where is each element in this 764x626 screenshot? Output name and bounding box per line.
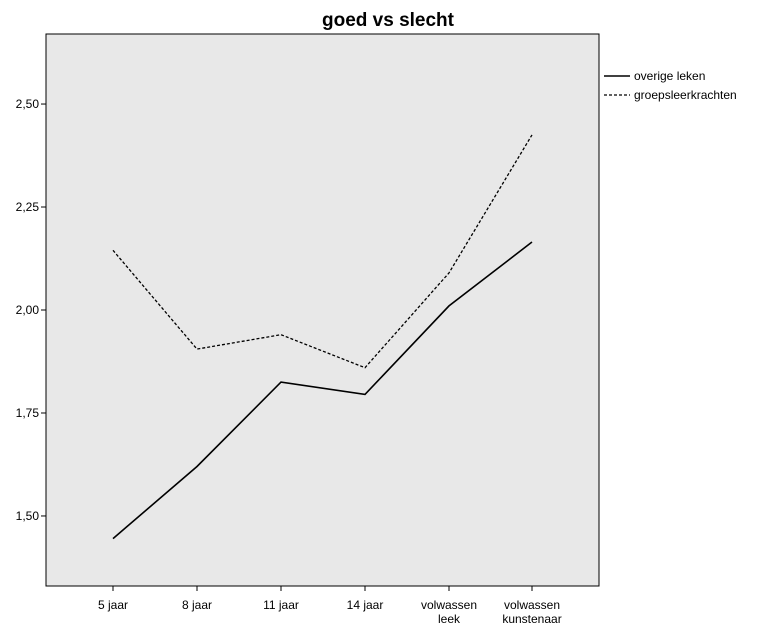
plot-area — [45, 33, 600, 587]
y-tick-label: 2,00 — [16, 303, 40, 317]
y-tick-label: 1,50 — [16, 509, 40, 523]
x-tick-label: volwassen — [421, 598, 477, 612]
y-tick-label: 2,25 — [16, 200, 40, 214]
legend-label: groepsleerkrachten — [634, 88, 737, 102]
x-tick-label: 14 jaar — [347, 598, 384, 612]
x-tick-label: kunstenaar — [502, 612, 561, 626]
x-tick-label: 8 jaar — [182, 598, 212, 612]
y-axis: 1,50 1,75 2,00 2,25 2,50 — [16, 97, 46, 523]
series-line-2 — [112, 134, 533, 369]
series-line-1 — [112, 241, 533, 540]
x-tick-label: 11 jaar — [263, 598, 299, 612]
series-layer — [112, 134, 533, 540]
y-tick-label: 2,50 — [16, 97, 40, 111]
x-tick-label: leek — [438, 612, 461, 626]
legend: overige leken groepsleerkrachten — [604, 69, 737, 102]
chart-title: goed vs slecht — [322, 10, 455, 31]
x-tick-label: 5 jaar — [98, 598, 128, 612]
x-axis: 5 jaar 8 jaar 11 jaar 14 jaar volwassenleekv… — [98, 586, 562, 626]
x-tick-label: volwassen — [504, 598, 560, 612]
legend-label: overige leken — [634, 69, 705, 83]
y-tick-label: 1,75 — [16, 406, 40, 420]
